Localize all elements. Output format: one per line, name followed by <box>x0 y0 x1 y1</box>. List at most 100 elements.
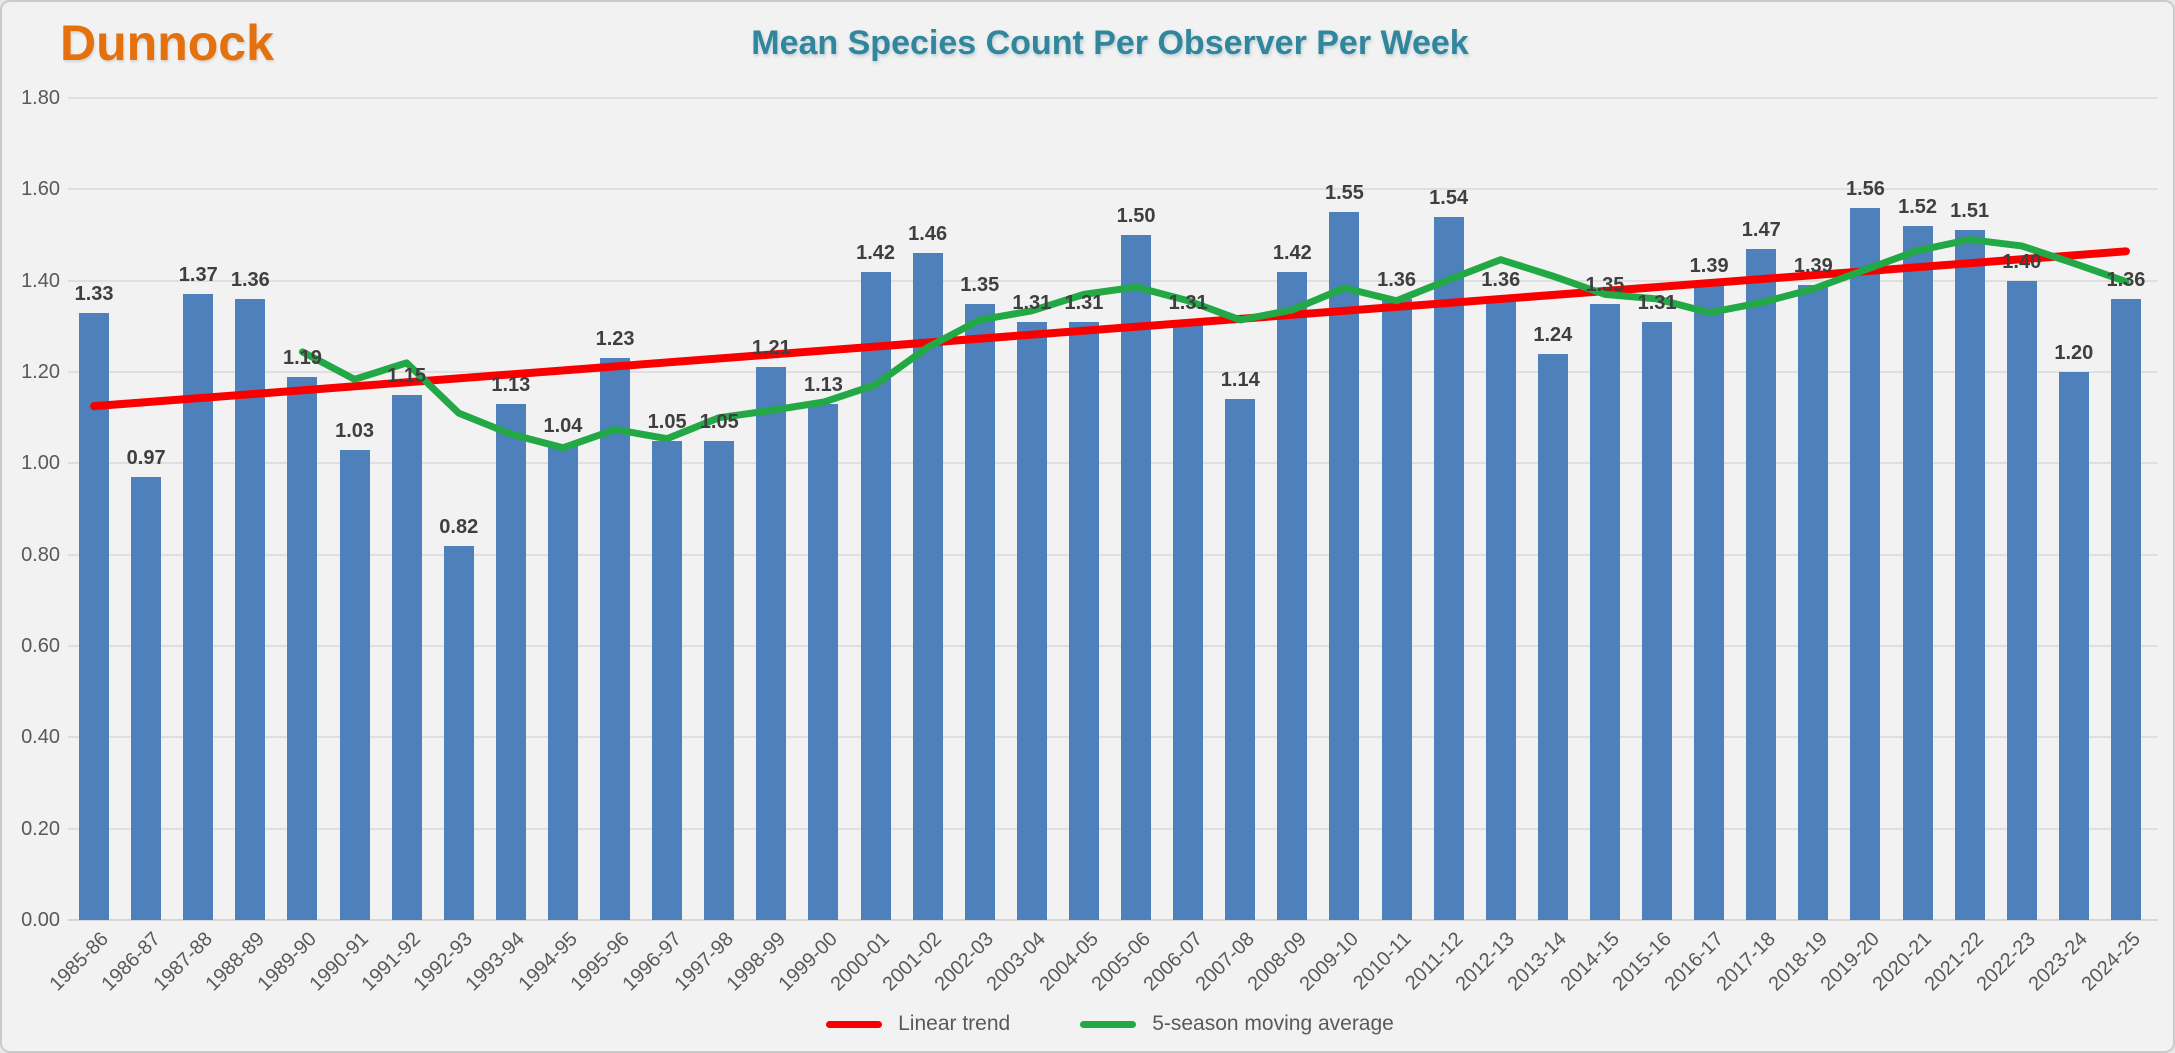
y-gridline <box>68 279 2158 282</box>
bar <box>391 394 422 920</box>
bar <box>2006 280 2037 920</box>
bar <box>1433 216 1464 920</box>
y-gridline <box>68 462 2158 465</box>
bar-value-label: 1.04 <box>543 415 583 438</box>
bar-value-label: 1.36 <box>230 268 270 291</box>
bar <box>1954 230 1985 920</box>
bar-value-label: 1.52 <box>1898 195 1938 218</box>
bar <box>1694 285 1725 920</box>
y-axis-tick-label: 0.80 <box>21 543 60 566</box>
legend-label-moving-average: 5-season moving average <box>1152 1012 1394 1035</box>
bar-value-label: 1.47 <box>1741 218 1781 241</box>
bar-value-label: 1.21 <box>751 337 791 360</box>
bar <box>131 477 162 920</box>
bar-value-label: 1.24 <box>1533 323 1573 346</box>
bar <box>495 403 526 920</box>
y-gridline <box>68 188 2158 191</box>
bar-value-label: 1.31 <box>1064 291 1104 314</box>
y-gridline <box>68 553 2158 556</box>
bar-value-label: 1.35 <box>960 273 1000 296</box>
bar-value-label: 1.15 <box>387 364 427 387</box>
bar <box>704 440 735 920</box>
species-title: Dunnock <box>60 15 274 71</box>
y-axis-tick-label: 1.00 <box>21 452 60 475</box>
bar-value-label: 1.31 <box>1637 291 1677 314</box>
legend-label-linear-trend: Linear trend <box>898 1012 1011 1035</box>
legend-item-linear-trend: Linear trend <box>826 1012 1010 1036</box>
y-axis-tick-label: 0.20 <box>21 817 60 840</box>
bar-value-label: 1.42 <box>1272 241 1312 264</box>
bar <box>235 298 266 920</box>
chart-title: Mean Species Count Per Observer Per Week <box>751 24 1469 62</box>
bar <box>1485 298 1516 920</box>
bar-value-label: 1.23 <box>595 328 635 351</box>
bar <box>339 449 370 920</box>
bar <box>443 545 474 920</box>
bar <box>964 303 995 920</box>
bar-value-label: 0.97 <box>126 447 166 470</box>
y-axis-tick-label: 0.00 <box>21 909 60 931</box>
bar <box>1225 399 1256 920</box>
y-gridline <box>68 97 2158 99</box>
bar-value-label: 1.35 <box>1585 273 1625 296</box>
y-axis-tick-label: 1.80 <box>21 87 60 109</box>
y-gridline <box>68 645 2158 647</box>
bar-value-label: 1.20 <box>2054 342 2094 364</box>
bar <box>1173 321 1204 920</box>
bar <box>600 358 631 920</box>
y-gridline <box>68 827 2158 830</box>
bar <box>1016 321 1047 920</box>
bar <box>1746 248 1777 920</box>
moving-average-swatch <box>1080 1020 1137 1028</box>
bar-value-label: 1.46 <box>908 223 948 246</box>
bar <box>2110 298 2141 920</box>
y-axis-tick-label: 0.60 <box>21 635 60 657</box>
y-axis-tick-label: 1.60 <box>21 178 60 201</box>
bar-value-label: 1.39 <box>1793 255 1833 278</box>
bar <box>1642 321 1673 920</box>
bar-value-label: 1.36 <box>1377 268 1417 291</box>
legend-item-moving-average: 5-season moving average <box>1080 1012 1394 1036</box>
bar <box>1589 303 1620 920</box>
bar <box>912 253 943 920</box>
bar-value-label: 1.14 <box>1220 369 1260 392</box>
bar <box>756 367 787 920</box>
bar <box>1381 298 1412 920</box>
bar-value-label: 1.40 <box>2002 250 2042 273</box>
bar <box>652 440 683 920</box>
bar <box>1121 235 1152 920</box>
bar <box>1537 353 1568 920</box>
bar-value-label: 1.37 <box>178 264 218 287</box>
bar-value-label: 1.13 <box>803 373 843 396</box>
bar-value-label: 1.03 <box>335 419 375 442</box>
bar <box>808 403 839 920</box>
bar <box>1798 285 1829 920</box>
bar-value-label: 1.50 <box>1116 205 1156 227</box>
bar-value-label: 1.05 <box>647 410 687 433</box>
y-axis-tick-label: 0.40 <box>21 726 60 749</box>
y-axis-tick-label: 1.40 <box>21 269 60 292</box>
bar-value-label: 1.19 <box>282 346 322 369</box>
bar-value-label: 1.39 <box>1689 255 1729 278</box>
bar <box>183 294 214 920</box>
bar-value-label: 1.31 <box>1012 291 1052 314</box>
bar-value-label: 1.56 <box>1845 177 1885 200</box>
bar <box>287 376 318 920</box>
bar-value-label: 1.13 <box>491 373 531 396</box>
bar-value-label: 1.55 <box>1324 182 1364 205</box>
bar <box>1902 225 1933 920</box>
linear-trend-swatch <box>826 1020 883 1028</box>
x-axis-tick-label: 2010-11 <box>1348 928 1416 995</box>
bar <box>2058 372 2089 920</box>
bar <box>1850 207 1881 920</box>
bar <box>1068 321 1099 920</box>
bar <box>547 445 578 920</box>
bar-value-label: 1.42 <box>856 241 896 264</box>
bar <box>1329 212 1360 920</box>
bar <box>1277 271 1308 920</box>
bar-value-label: 1.51 <box>1950 200 1990 223</box>
bar-value-label: 0.82 <box>439 515 479 538</box>
bar-value-label: 1.36 <box>1481 268 1521 291</box>
chart-legend: Linear trend 5-season moving average <box>68 1004 2152 1044</box>
